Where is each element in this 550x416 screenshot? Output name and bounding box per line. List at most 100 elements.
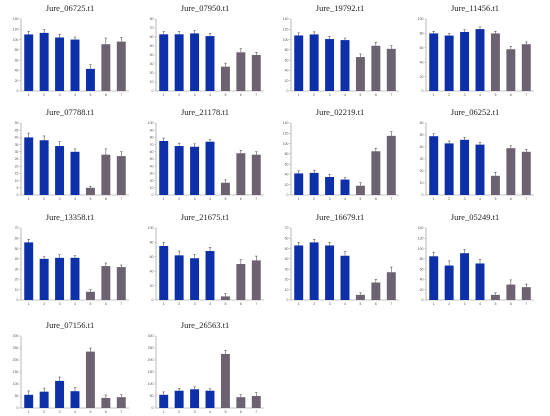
- y-tick-label: 20: [150, 284, 154, 288]
- x-tick-label: 2: [448, 93, 450, 97]
- bar-chart: 0 50 100 150 200 250 300 1 2 3 4 5 6 7: [148, 334, 264, 414]
- x-tick-label: 3: [194, 93, 196, 97]
- x-tick-label: 7: [390, 197, 392, 201]
- bar: [85, 351, 95, 408]
- x-tick-label: 7: [390, 93, 392, 97]
- x-tick-label: 1: [163, 410, 165, 414]
- y-tick-label: 0: [17, 298, 19, 302]
- y-tick-label: 0: [422, 298, 424, 302]
- x-tick-label: 2: [313, 302, 315, 306]
- y-tick-label: 20: [15, 278, 19, 282]
- y-tick-label: 60: [150, 150, 154, 154]
- x-tick-label: 4: [74, 410, 76, 414]
- bar: [340, 255, 350, 300]
- y-tick-label: 20: [150, 71, 154, 75]
- x-tick-label: 1: [298, 197, 300, 201]
- x-tick-label: 5: [359, 197, 361, 201]
- bar: [386, 135, 396, 195]
- y-tick-label: 20: [285, 183, 289, 187]
- chart-title: Jure_07788.t1: [45, 107, 95, 117]
- bar: [236, 153, 246, 195]
- y-tick-label: 70: [150, 26, 154, 30]
- y-tick-label: 140: [13, 17, 19, 21]
- y-tick-label: 60: [420, 267, 424, 271]
- bar-chart: 0 20 40 60 80 100 1 2 3 4 5 6 7: [148, 226, 264, 306]
- x-tick-label: 1: [28, 93, 30, 97]
- bar: [506, 49, 516, 91]
- bar: [55, 257, 65, 300]
- x-tick-label: 4: [479, 302, 481, 306]
- bar: [101, 154, 111, 195]
- y-tick-label: 140: [283, 17, 289, 21]
- bar: [309, 242, 319, 300]
- bar: [174, 34, 184, 91]
- y-tick-label: 200: [148, 358, 154, 362]
- y-tick-label: 50: [15, 247, 19, 251]
- x-tick-label: 3: [329, 197, 331, 201]
- y-tick-label: 45: [15, 128, 19, 132]
- x-tick-label: 3: [464, 197, 466, 201]
- chart-panel: Jure_11456.t1 0 20 40 60 80 100 1 2 3 4 5 6 7: [410, 3, 540, 99]
- x-tick-label: 7: [120, 410, 122, 414]
- bar-chart: 0 10 20 30 40 50 60 70 1 2 3 4 5 6 7: [15, 226, 129, 306]
- bar: [159, 34, 169, 91]
- bar: [429, 256, 439, 300]
- x-tick-label: 7: [525, 197, 527, 201]
- x-tick-label: 3: [464, 93, 466, 97]
- x-tick-label: 3: [194, 410, 196, 414]
- y-tick-label: 120: [283, 131, 289, 135]
- y-tick-label: 70: [150, 143, 154, 147]
- x-tick-label: 1: [28, 302, 30, 306]
- bar-chart: 0 10 20 30 40 50 60 70 1 2 3 4 5 6 7: [285, 226, 399, 306]
- bar: [39, 140, 49, 195]
- chart-title: Jure_16679.t1: [315, 212, 365, 222]
- bar: [340, 179, 350, 195]
- bar: [39, 258, 49, 300]
- y-tick-label: 0: [152, 298, 154, 302]
- y-tick-label: 60: [420, 121, 424, 125]
- x-tick-label: 1: [163, 197, 165, 201]
- bar: [251, 396, 261, 408]
- bar: [506, 148, 516, 195]
- x-tick-label: 2: [313, 93, 315, 97]
- y-tick-label: 10: [420, 181, 424, 185]
- x-tick-label: 3: [194, 302, 196, 306]
- y-tick-label: 20: [285, 278, 289, 282]
- y-tick-label: 100: [148, 121, 154, 125]
- bar: [24, 137, 34, 195]
- bar: [24, 242, 34, 300]
- x-tick-label: 3: [59, 197, 61, 201]
- x-tick-label: 3: [329, 93, 331, 97]
- y-tick-label: 30: [150, 62, 154, 66]
- bar-chart: 0 20 40 60 80 100 120 140 1 2 3 4 5 6 7: [283, 17, 399, 97]
- bar: [251, 260, 261, 300]
- y-tick-label: 50: [150, 157, 154, 161]
- bar: [325, 39, 335, 91]
- y-tick-label: 10: [15, 288, 19, 292]
- x-tick-label: 6: [105, 302, 107, 306]
- bar: [205, 141, 215, 195]
- x-tick-label: 7: [390, 302, 392, 306]
- bar: [294, 245, 304, 300]
- x-tick-label: 3: [59, 302, 61, 306]
- chart-title: Jure_02219.t1: [315, 107, 365, 117]
- bar: [236, 397, 246, 408]
- x-tick-label: 4: [74, 197, 76, 201]
- y-tick-label: 90: [150, 128, 154, 132]
- y-tick-label: 10: [150, 80, 154, 84]
- x-tick-label: 6: [105, 410, 107, 414]
- bar: [371, 45, 381, 91]
- x-tick-label: 4: [479, 197, 481, 201]
- chart-panel: Jure_07950.t1 0 10 20 30 40 50 60 70 80 1 2 3 4 5 6 7: [140, 3, 270, 99]
- bar: [55, 380, 65, 408]
- x-tick-label: 4: [344, 302, 346, 306]
- bar: [24, 394, 34, 408]
- x-tick-label: 6: [240, 197, 242, 201]
- x-tick-label: 7: [120, 197, 122, 201]
- bar: [116, 41, 126, 91]
- x-tick-label: 2: [178, 302, 180, 306]
- chart-title: Jure_13358.t1: [45, 212, 95, 222]
- bar: [39, 391, 49, 408]
- bar: [521, 44, 531, 91]
